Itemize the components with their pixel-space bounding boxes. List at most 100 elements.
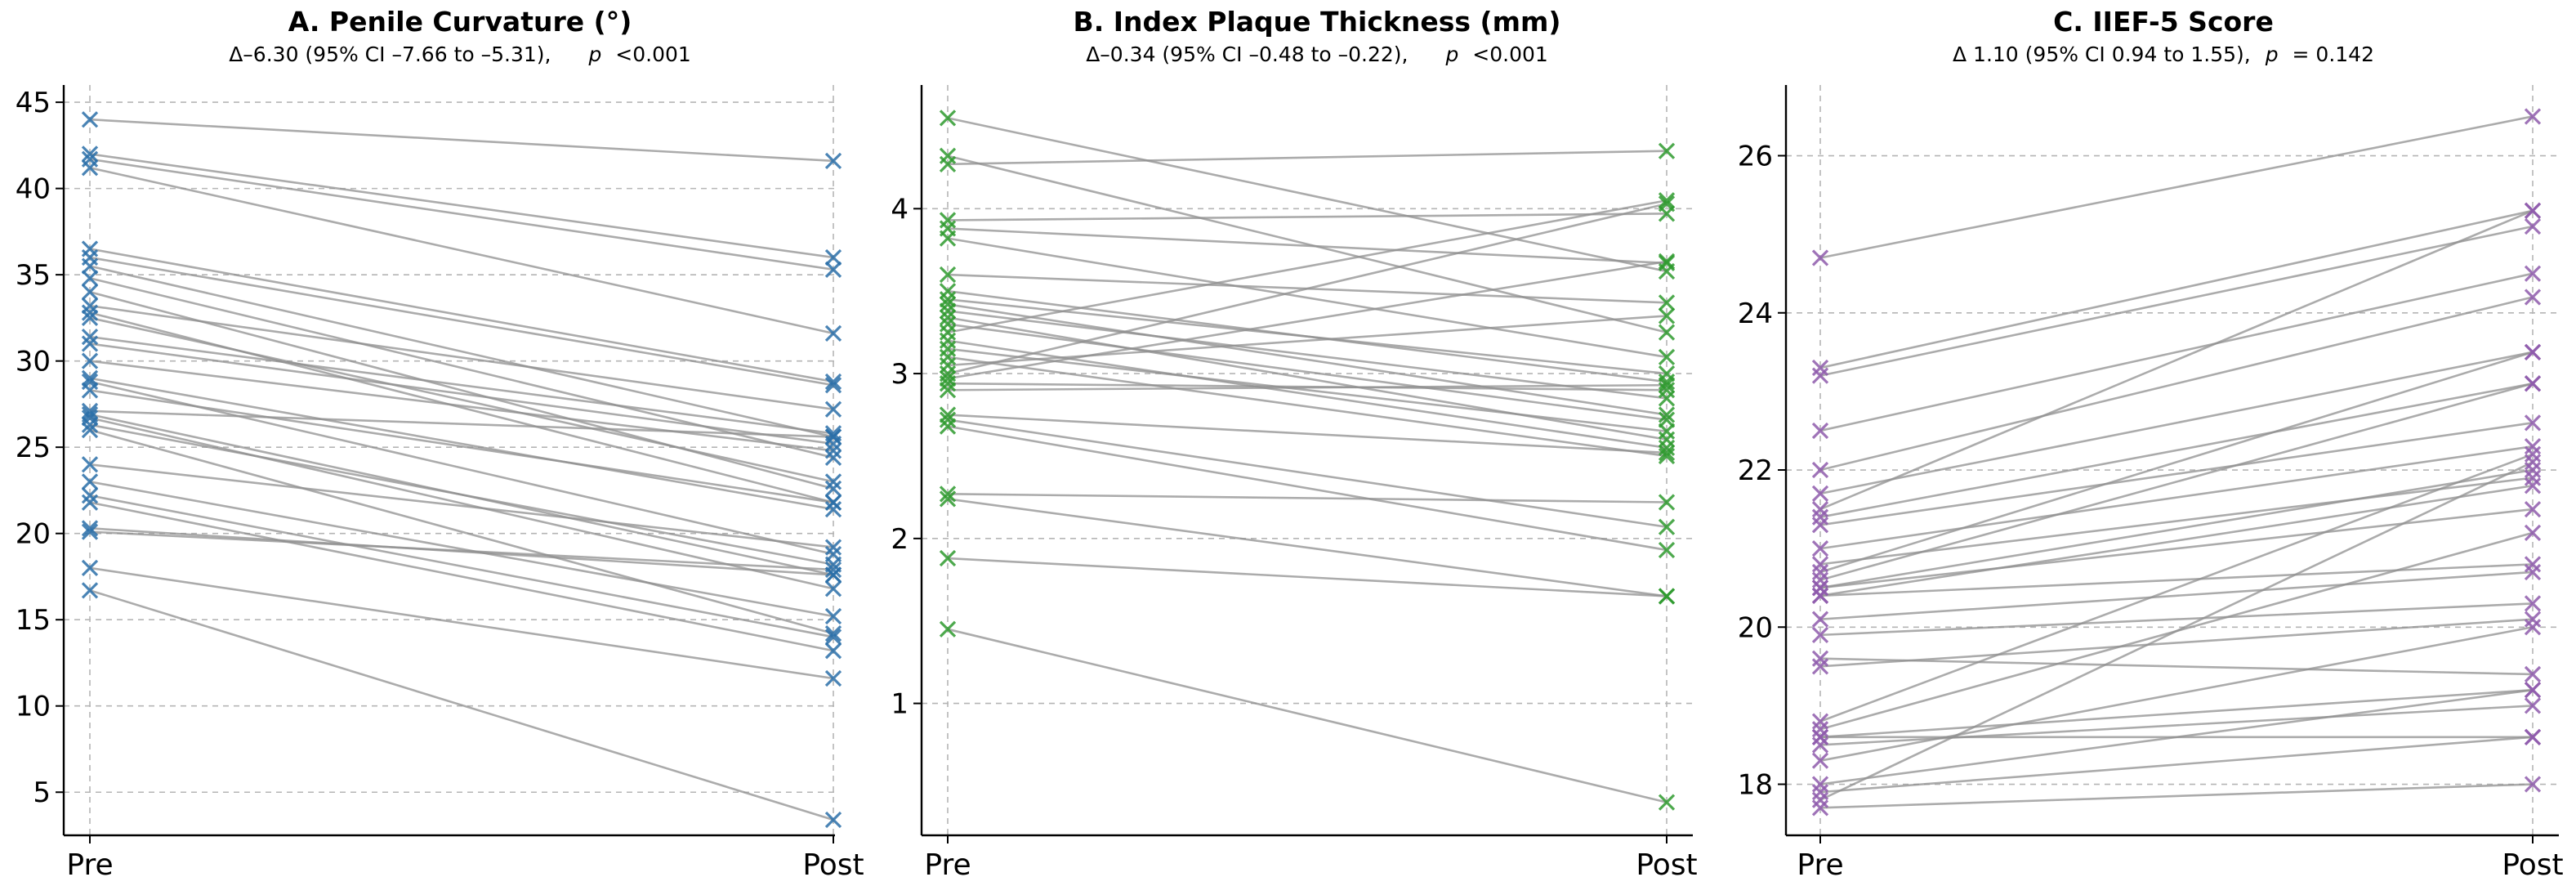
panel-a-post-point [824,324,842,342]
panel-a-pair-line [89,494,834,638]
panel-b-pair-line [947,315,1667,367]
panel-b-pair-line [947,498,1667,597]
panel-b-pair-line [947,150,1667,166]
panel-a-pair-line [89,428,834,635]
panel-b-pair-line [947,323,1667,421]
panel-c-delta: Δ 1.10 (95% CI 0.94 to 1.55), [1953,43,2251,66]
panel-a-pre-point [81,352,99,369]
panel-b-post-point [1658,494,1676,511]
panel-c-pre-point [1811,728,1829,745]
panel-b-post-point [1658,307,1676,324]
panel-b-pre-point [939,620,957,638]
panel-c-xtick-label: Pre [1797,848,1843,882]
panel-b-post-point [1658,324,1676,341]
panel-a-post-point [824,377,842,394]
panel-b-post-point [1658,447,1676,465]
panel-c-pair-line [1819,115,2534,259]
panel-c-ytick-label: 20 [1738,611,1773,644]
panel-c-pair-line [1819,508,2534,589]
panel-b-pair-line [947,356,1667,458]
panel-c-pre-point [1811,556,1829,573]
panel-b-ytick-label: 2 [891,523,909,556]
panel-c-post-point [2524,728,2542,745]
panel-a-p-value: <0.001 [615,43,691,66]
panel-b-pair-line [947,316,1667,441]
panel-a-pre-point [81,369,99,387]
panel-a-pair-line [89,481,834,618]
panel-a-post-point [824,473,842,490]
panel-a-post-point [824,566,842,584]
panel-c-pair-line [1819,688,2534,739]
panel-c-pair-line [1819,484,2534,597]
panel-b-pre-point [939,266,957,284]
panel-b-p-label: p [1444,43,1458,66]
panel-c-pair-line [1819,783,2534,809]
panel-a-pre-point [81,520,99,537]
panel-c-pre-point [1811,500,1829,518]
panel-a-pair-line [89,360,834,452]
panel-a-plot: 5 10 15 20 25 30 35 40 45 Pre Post [16,85,864,882]
panel-c-title: C. IIEF-5 Score [2053,6,2274,38]
panel-a-post-point [824,501,842,518]
panel-a-pair-line [89,153,834,259]
panel-b-post-point [1658,406,1676,423]
panel-c-pair-line [1819,602,2534,637]
panel-a-pair-line [89,167,834,335]
panel-c-pair-line [1819,445,2534,550]
panel-a-post-point [824,811,842,829]
panel-a-post-point [824,624,842,642]
panel-c-pair-line [1819,351,2534,495]
panel-a-pre-point [81,416,99,433]
panel-c-ytick-label: 18 [1738,769,1773,802]
panel-a-post-point [824,642,842,660]
panel-c-pair-line [1819,477,2534,566]
panel-b-pre-point [939,411,957,428]
panel-c-pre-point [1811,791,1829,808]
panel-c-post-point [2524,477,2542,494]
panel-c-pair-line [1819,351,2534,574]
panel-a-post-point [824,261,842,278]
panel-c-post-point [2524,461,2542,479]
panel-c-ytick-label: 22 [1738,454,1773,487]
panel-c-post-point [2524,500,2542,518]
panel-b-pre-point [939,418,957,435]
panel-b-pair-line [947,310,1667,400]
panel-b-pre-point [939,230,957,247]
panel-c-pre-point [1811,422,1829,440]
panel-c-p-value: = 0.142 [2293,43,2374,66]
panel-c-subtitle: Δ 1.10 (95% CI 0.94 to 1.55), p = 0.142 [1953,43,2374,66]
panel-b-post-point [1658,518,1676,535]
panel-a-pre-point [81,257,99,275]
panel-b-post-point [1658,588,1676,605]
panel-a-pre-point [81,328,99,346]
panel-b-post-point [1658,541,1676,559]
panel-a-pre-point [81,111,99,128]
panel-a-ytick-label: 30 [16,346,51,378]
panel-c-pre-point [1811,563,1829,581]
panel-c-post-point [2524,265,2542,282]
panel-a-pre-point [81,335,99,352]
panel-b-ytick-label: 4 [891,193,909,226]
panel-c-post-point [2524,108,2542,125]
panel-a-pre-point [81,309,99,327]
panel-c-post-point [2524,595,2542,612]
panel-b-pair-line [947,628,1667,803]
panel-a-ytick-label: 35 [16,259,51,292]
panel-a-title: A. Penile Curvature (°) [288,6,632,38]
panel-c-pair-line [1819,625,2534,762]
panel-a-pre-point [81,284,99,301]
panel-b-pre-point [939,375,957,392]
panel-a-pair-line [89,377,834,511]
panel-c-post-point [2524,619,2542,636]
panel-b-pair-line [947,425,1667,552]
panel-b-pair-line [947,347,1667,432]
panel-c-pre-point [1811,540,1829,557]
panel-a-pre-point [81,270,99,287]
panel-c-pair-line [1819,225,2534,377]
panel-c-pre-point [1811,736,1829,754]
panel-c-p-label: p [2265,43,2279,66]
panel-c-post-point [2524,445,2542,463]
panel-a-post-point [824,580,842,597]
panel-b-post-point [1658,192,1676,209]
